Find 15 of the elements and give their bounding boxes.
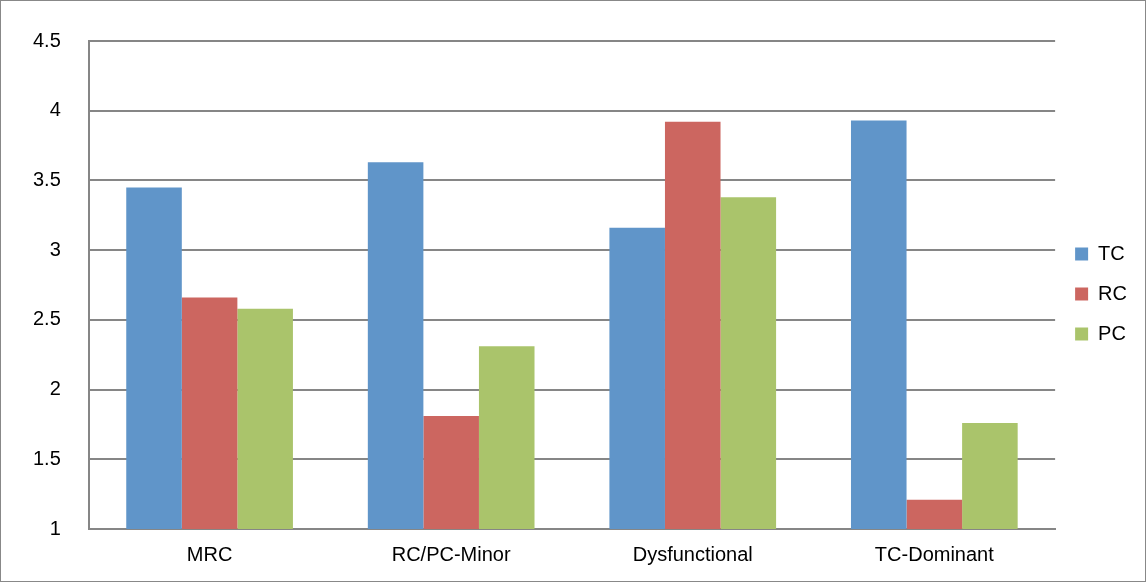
y-tick-label: 3	[49, 237, 61, 260]
y-tick-label: 4	[49, 98, 61, 121]
legend-label: RC	[1098, 281, 1127, 304]
x-tick-label: MRC	[186, 542, 233, 565]
legend-label: TC	[1098, 241, 1125, 264]
x-tick-label: RC/PC-Minor	[391, 542, 511, 565]
y-tick-label: 4.5	[32, 28, 61, 51]
y-tick-label: 1.5	[32, 446, 61, 469]
x-tick-label: Dysfunctional	[632, 542, 753, 565]
y-tick-label: 3.5	[32, 167, 61, 190]
legend-label: PC	[1098, 321, 1126, 344]
y-tick-label: 2.5	[32, 307, 61, 330]
y-tick-label: 1	[49, 516, 61, 539]
y-tick-label: 2	[49, 377, 61, 400]
x-tick-label: TC-Dominant	[874, 542, 995, 565]
